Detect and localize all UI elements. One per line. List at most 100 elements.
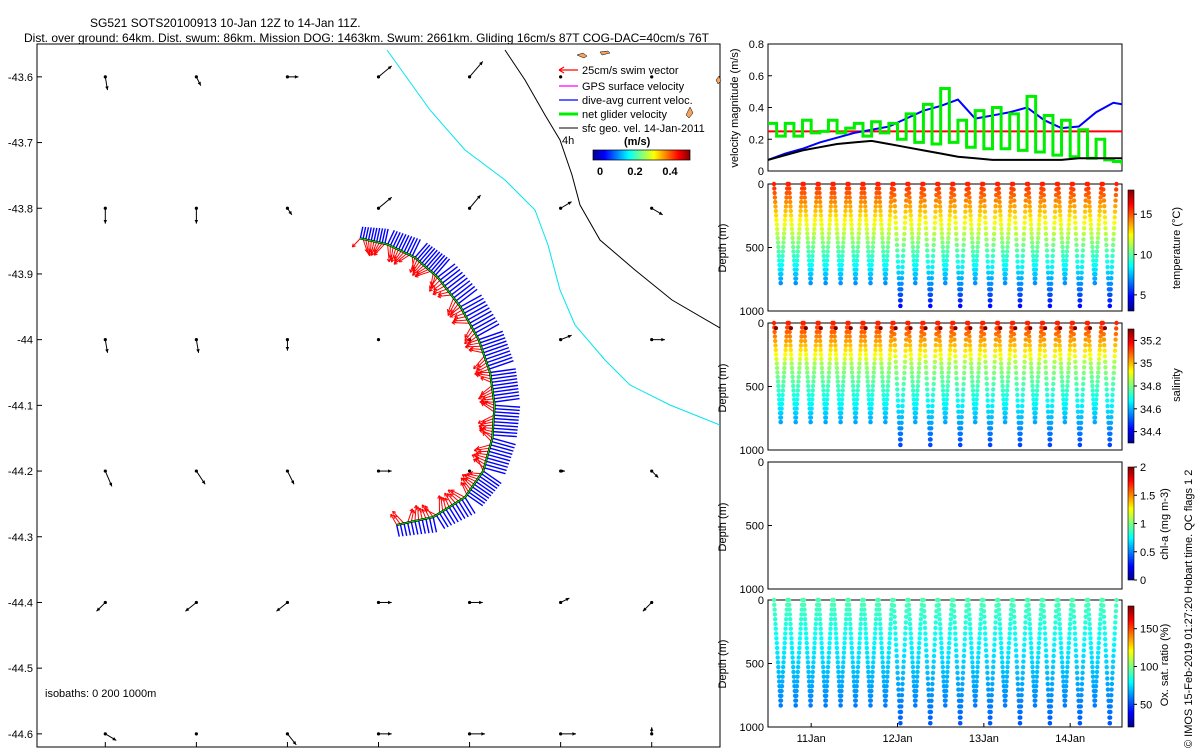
profile-sample	[973, 410, 978, 416]
profile-sample	[968, 217, 974, 223]
profile-sample	[864, 640, 869, 646]
profile-sample	[906, 602, 912, 607]
profile-sample	[911, 258, 916, 263]
profile-sample	[990, 398, 995, 403]
profile-sample	[782, 636, 788, 641]
profile-sample	[857, 640, 862, 646]
profile-sample	[925, 259, 930, 264]
profile-sample	[937, 338, 942, 344]
profile-sample	[944, 392, 950, 398]
profile-sample	[1015, 681, 1021, 687]
profile-sample	[901, 376, 907, 381]
profile-sample	[820, 379, 825, 384]
profile-sample	[892, 614, 897, 619]
profile-sample	[915, 388, 920, 393]
profile-sample	[780, 253, 785, 259]
velocity-panel: 00.20.40.60.8 velocity magnitude (m/s)	[729, 39, 1123, 178]
dac-vector	[493, 421, 519, 425]
profile-sample	[1033, 688, 1039, 694]
profile-sample	[966, 602, 971, 607]
profile-sample	[1045, 676, 1050, 681]
profile-sample	[1042, 215, 1048, 220]
profile-sample	[873, 208, 878, 214]
dac-vector	[472, 316, 496, 331]
profile-sample	[1035, 374, 1041, 380]
profile-sample	[1016, 270, 1021, 275]
profile-sample	[839, 410, 844, 416]
profile-sample	[993, 198, 999, 203]
profile-sample	[1079, 693, 1084, 698]
profile-sample	[791, 664, 796, 670]
profile-sample	[930, 264, 935, 270]
profile-sample	[887, 217, 892, 223]
profile-sample	[1060, 664, 1065, 670]
profile-sample	[1109, 403, 1115, 409]
profile-sample	[786, 320, 792, 326]
profile-sample	[811, 650, 817, 655]
dac-vector	[454, 502, 466, 519]
chla-colorbar	[1127, 466, 1135, 581]
profile-sample	[939, 650, 945, 655]
profile-ytick-label: 500	[746, 659, 764, 671]
profile-sample	[1045, 253, 1050, 259]
profile-sample	[1032, 280, 1038, 286]
profile-sample	[958, 298, 963, 303]
profile-sample	[850, 240, 855, 245]
profile-sample	[1016, 409, 1021, 414]
profile-sample	[904, 198, 909, 203]
profile-sample	[885, 244, 891, 250]
geo-vector-head	[105, 86, 109, 91]
profile-sample	[1092, 276, 1098, 281]
profile-sample	[931, 653, 937, 659]
profile-sample	[870, 392, 875, 398]
profile-sample	[909, 650, 915, 655]
profile-sample	[844, 195, 849, 200]
profile-sample	[864, 222, 869, 227]
profile-sample	[954, 653, 959, 659]
profile-sample	[1031, 392, 1036, 398]
profile-sample	[944, 397, 949, 402]
profile-sample	[1027, 621, 1033, 627]
profile-sample	[1016, 415, 1021, 420]
profile-sample	[1018, 287, 1024, 292]
profile-sample	[1007, 626, 1013, 631]
profile-sample	[940, 244, 945, 250]
profile-sample	[816, 181, 822, 187]
dac-vector	[444, 271, 463, 287]
swim-vector	[451, 303, 459, 314]
profile-sample	[1077, 721, 1083, 726]
profile-sample	[840, 383, 846, 389]
profile-sample	[866, 679, 872, 684]
profile-sample	[857, 631, 863, 636]
profile-sample	[937, 621, 943, 627]
profile-sample	[1008, 199, 1013, 205]
profile-ytick-label: 1000	[740, 722, 764, 734]
profile-sample	[780, 258, 785, 263]
profile-sample	[1027, 343, 1033, 348]
profile-sample	[1052, 220, 1057, 225]
profile-sample	[1093, 684, 1099, 689]
profile-sample	[878, 347, 883, 353]
profile-sample	[1014, 381, 1019, 387]
profile-sample	[1012, 204, 1017, 209]
profile-sample	[780, 397, 785, 402]
profile-sample	[797, 217, 803, 223]
profile-sample	[817, 612, 822, 617]
profile-sample	[1035, 379, 1040, 384]
profile-sample	[901, 248, 906, 253]
profile-sample	[1026, 607, 1032, 612]
profile-sample	[906, 181, 911, 187]
profile-sample	[1023, 620, 1028, 625]
profile-sample	[930, 398, 935, 403]
profile-sample	[821, 253, 826, 259]
profile-sample	[1113, 614, 1118, 619]
profile-sample	[774, 645, 780, 651]
profile-sample	[1059, 226, 1064, 232]
profile-sample	[872, 636, 877, 641]
profile-sample	[1113, 198, 1118, 203]
profile-sample	[1062, 280, 1068, 286]
profile-sample	[811, 379, 816, 384]
profile-sample	[1101, 198, 1107, 203]
